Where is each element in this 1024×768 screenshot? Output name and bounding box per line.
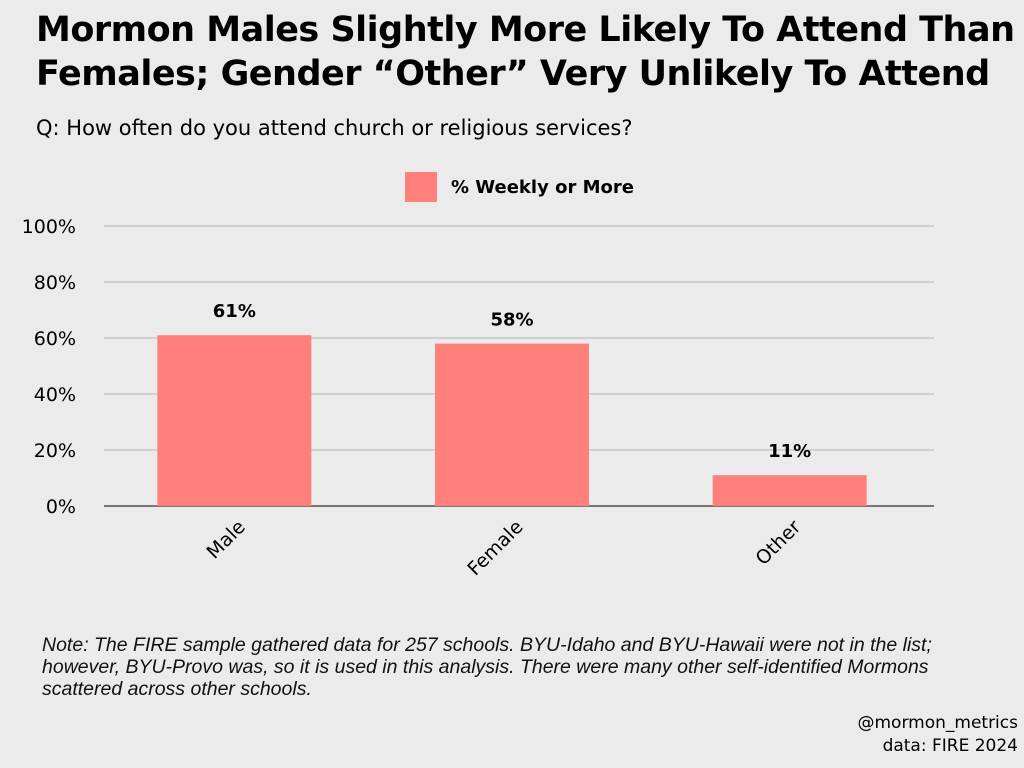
bar [157, 335, 312, 506]
y-tick-label: 0% [46, 496, 76, 518]
y-tick-label: 40% [34, 384, 76, 406]
data-label: 11% [768, 441, 811, 462]
footnote: Note: The FIRE sample gathered data for … [42, 634, 932, 700]
legend: % Weekly or More [405, 172, 634, 202]
legend-label: % Weekly or More [451, 176, 634, 198]
bar [435, 343, 589, 506]
y-tick-label: 100% [22, 216, 76, 238]
bar [712, 475, 867, 506]
chart-subtitle: Q: How often do you attend church or rel… [36, 116, 633, 140]
legend-swatch [405, 172, 437, 202]
x-tick-label: Female [463, 516, 527, 580]
credit-handle: @mormon_metrics [857, 713, 1019, 733]
x-tick-label: Other [751, 516, 805, 570]
data-label: 61% [213, 301, 256, 322]
y-tick-label: 20% [34, 440, 76, 462]
data-label: 58% [490, 310, 533, 331]
credit: @mormon_metrics data: FIRE 2024 [858, 712, 1019, 758]
x-tick-label: Male [202, 516, 249, 563]
chart-title: Mormon Males Slightly More Likely To Att… [36, 10, 1015, 94]
y-tick-label: 80% [34, 272, 76, 294]
y-tick-label: 60% [34, 328, 76, 350]
credit-source: data: FIRE 2024 [882, 736, 1018, 756]
